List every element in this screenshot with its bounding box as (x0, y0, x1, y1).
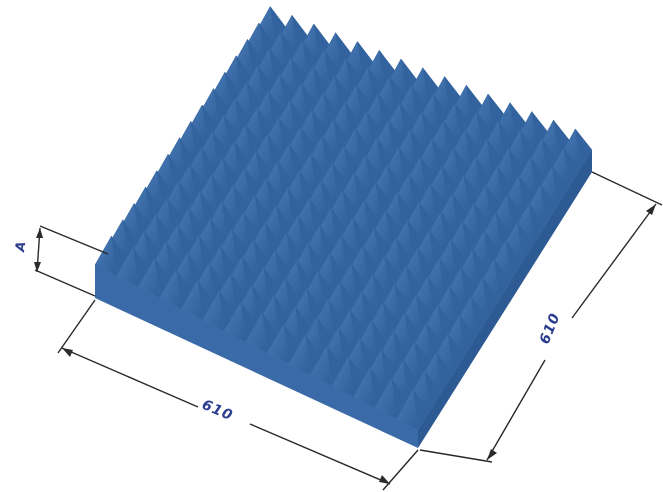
pyramid (288, 333, 323, 376)
depth-arrow-bottom (487, 449, 497, 460)
pyramid-front-face (396, 388, 419, 431)
pyramid (374, 377, 409, 420)
width-arrow-left (62, 348, 73, 357)
width-dim-line-right (249, 423, 391, 485)
pyramid (241, 64, 276, 105)
pyramid (94, 235, 129, 277)
pyramid (404, 111, 439, 152)
height-label: A (13, 241, 29, 254)
pyramid (223, 301, 258, 343)
depth-arrow-top (646, 204, 656, 215)
pyramid (137, 257, 172, 299)
pyramid (278, 305, 313, 347)
height-ext-line-bottom (34, 269, 96, 297)
pyramid (171, 207, 206, 249)
pyramid (396, 388, 430, 431)
pyramid-front-face (331, 355, 354, 398)
pyramid-front-face (202, 290, 225, 332)
pyramid (245, 312, 279, 354)
width-ext-line-left (57, 299, 96, 354)
pyramid (180, 279, 215, 321)
panel-front-face (95, 265, 418, 448)
pyramid-grid (94, 5, 593, 431)
dimension-depth: 610 (419, 171, 663, 463)
pyramid-front-face (267, 323, 290, 365)
pyramid-front-face (180, 279, 203, 321)
pyramid (353, 366, 387, 409)
pyramid (362, 49, 397, 90)
pyramid (159, 268, 193, 310)
pyramid (310, 344, 344, 387)
pyramid (334, 262, 369, 304)
pyramid-front-face (137, 257, 160, 299)
pyramid (501, 174, 537, 216)
pyramid (239, 150, 274, 191)
pyramid (488, 239, 523, 282)
pyramid (258, 249, 292, 291)
pyramid (267, 322, 301, 365)
pyramid-front-face (245, 312, 268, 354)
height-arrow-bottom (34, 262, 41, 272)
pyramid (282, 169, 317, 211)
depth-ext-line-bottom (419, 449, 493, 463)
pyramid (360, 137, 395, 178)
pyramid (116, 246, 150, 288)
pyramid-front-face (116, 246, 139, 288)
pyramid (202, 290, 236, 332)
depth-ext-line-top (591, 171, 663, 206)
depth-label: 610 (537, 311, 564, 347)
pyramid (273, 99, 308, 140)
height-ext-line-top (39, 225, 109, 255)
depth-dim-line-top (571, 203, 657, 319)
width-dim-line-left (61, 347, 199, 408)
pyramid-front-face (288, 333, 311, 376)
pyramid-front-face (353, 366, 376, 409)
height-arrow-top (36, 228, 43, 238)
pyramid-front-face (223, 301, 246, 343)
pyramid (331, 355, 366, 398)
width-label: 610 (199, 397, 235, 424)
panel-side-face (418, 150, 592, 448)
pyramid-front-face (159, 268, 182, 310)
pyramid (433, 238, 468, 281)
pyramid-front-face (94, 235, 117, 277)
pyramid (419, 351, 454, 394)
pyramid (416, 93, 451, 135)
width-arrow-right (379, 475, 390, 484)
depth-dim-line-bottom (486, 359, 546, 461)
pyramid-front-face (310, 344, 333, 387)
pyramid (445, 220, 480, 262)
pyramid (275, 14, 310, 55)
pyramid-front-face (374, 377, 397, 420)
pyramid (413, 183, 448, 225)
pyramid (270, 187, 305, 228)
dimension-height: A (13, 225, 109, 297)
